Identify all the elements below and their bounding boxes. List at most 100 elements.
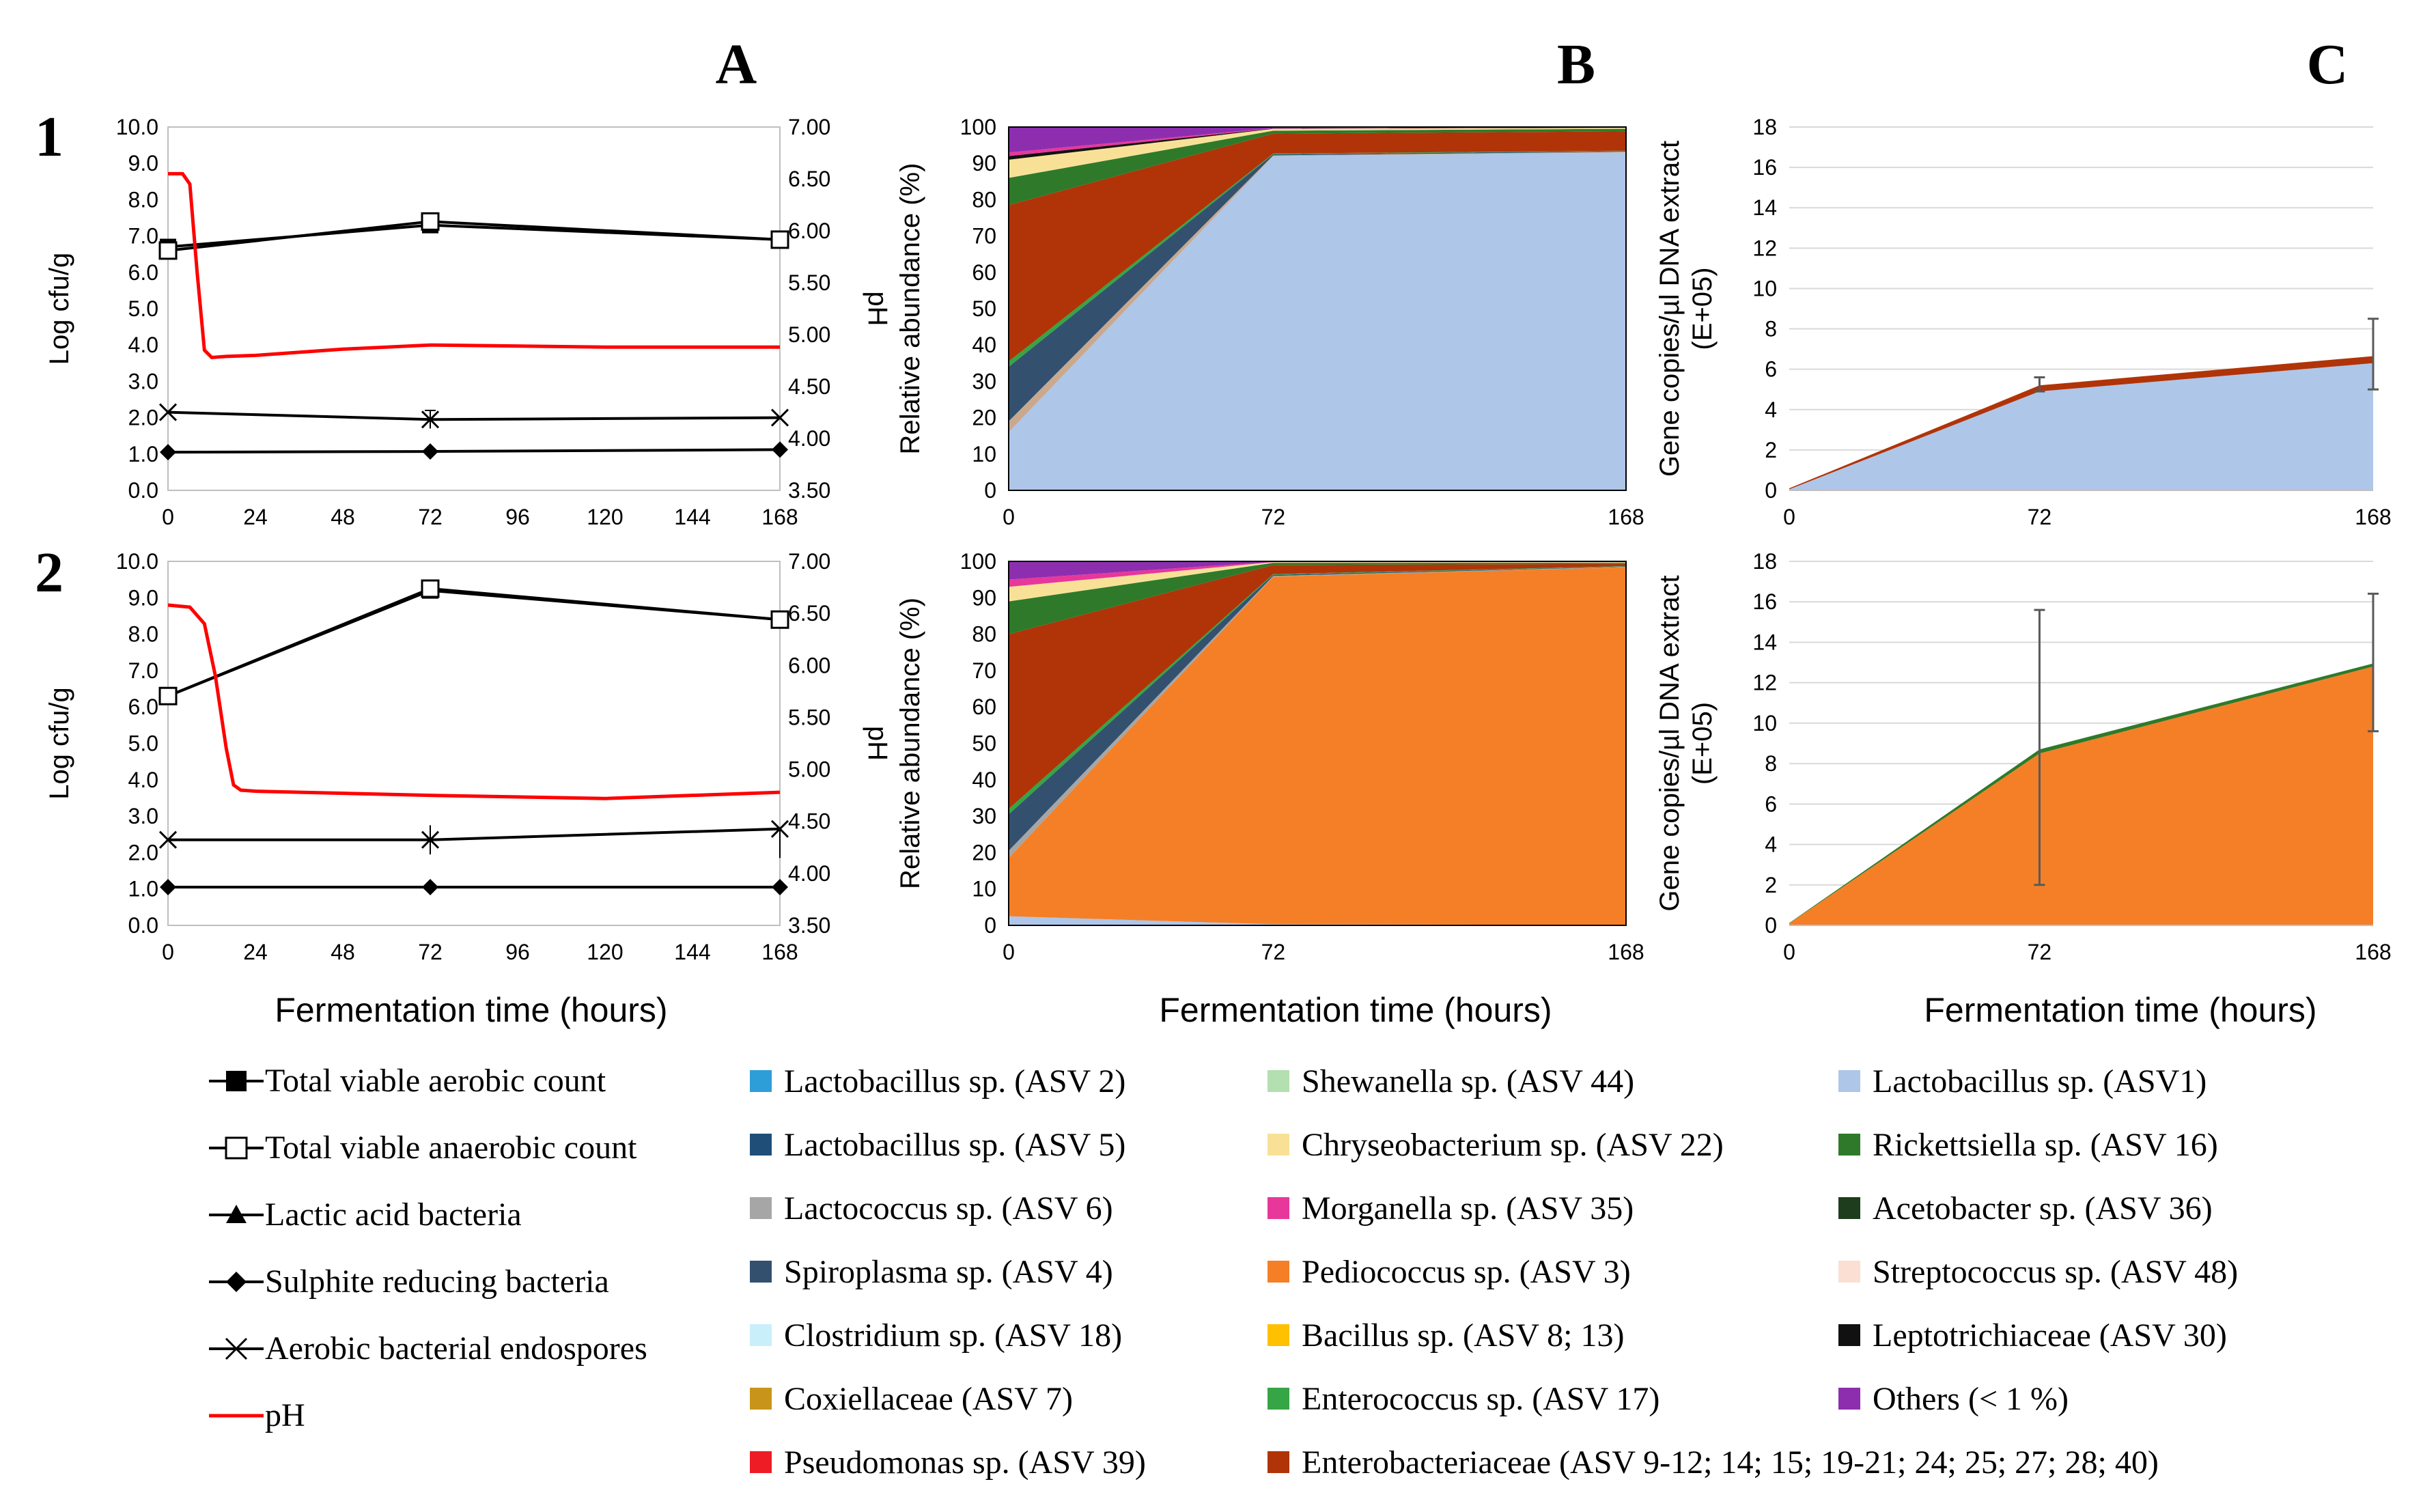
- legend-label: Coxiellaceae (ASV 7): [784, 1381, 1073, 1417]
- legend-item: Coxiellaceae (ASV 7): [750, 1381, 1073, 1417]
- error-bar: [2034, 608, 2045, 886]
- series-marker: [772, 441, 788, 458]
- legend-item: Sulphite reducing bacteria: [209, 1263, 609, 1300]
- area-band-6: [1009, 563, 1626, 634]
- legend-item: pH: [209, 1397, 305, 1433]
- x-axis-title-b: Fermentation time (hours): [1159, 991, 1552, 1029]
- y-tick-label: 10: [972, 442, 996, 466]
- row-number-2: 2: [35, 541, 64, 604]
- y-tick-label: 14: [1752, 195, 1777, 220]
- legend-label: Lactococcus sp. (ASV 6): [784, 1190, 1113, 1227]
- y-tick-label: 100: [960, 115, 996, 139]
- legend-swatch: [1267, 1261, 1289, 1283]
- line-chart-a2: 0.0 1.0 2.0 3.0 4.0 5.0 6.0 7.0 8.0 9.0 10.0 3.50 4.…: [44, 549, 893, 964]
- legend-swatch: [1267, 1324, 1289, 1346]
- legend-item: Lactobacillus sp. (ASV1): [1838, 1063, 2207, 1100]
- area-chart-b2: 0 10 20 30 40 50 60 70 80 90 100 0 72 168 Relative abu…: [895, 549, 1644, 964]
- legend-item: Streptococcus sp. (ASV 48): [1838, 1254, 2238, 1290]
- legend-label: Acetobacter sp. (ASV 36): [1873, 1190, 2213, 1227]
- x-tick-label: 0: [1003, 940, 1015, 964]
- series-marker: [770, 408, 789, 427]
- x-tick-label: 168: [2355, 505, 2391, 529]
- legend-item: Lactococcus sp. (ASV 6): [750, 1190, 1113, 1227]
- legend-swatch: [1838, 1197, 1860, 1219]
- y-tick-label: 9.0: [128, 151, 158, 176]
- area-band-2: [1009, 151, 1626, 421]
- y-axis-title: Gene copies/µl DNA extract: [1655, 141, 1685, 477]
- series-marker: [770, 610, 789, 629]
- legend-swatch: [750, 1197, 772, 1219]
- legend-label: Total viable anaerobic count: [265, 1130, 637, 1166]
- y2-tick-label: 7.00: [788, 115, 830, 139]
- y-tick-label: 8: [1765, 751, 1777, 776]
- y2-tick-label: 6.00: [788, 653, 830, 677]
- legend-swatch: [1267, 1134, 1289, 1156]
- y-tick-label: 2.0: [128, 840, 158, 865]
- y-tick-label: 50: [972, 731, 996, 756]
- legend-label: Pseudomonas sp. (ASV 39): [784, 1444, 1146, 1481]
- x-tick-label: 0: [1783, 505, 1795, 529]
- legend-marker: [225, 1136, 248, 1160]
- legend-swatch: [750, 1261, 772, 1283]
- y2-tick-label: 3.50: [788, 913, 830, 938]
- y-tick-label: 60: [972, 695, 996, 719]
- legend-item: Aerobic bacterial endospores: [209, 1330, 647, 1367]
- legend-item: Leptotrichiaceae (ASV 30): [1838, 1317, 2227, 1354]
- line-chart-a1: 0.0 1.0 2.0 3.0 4.0 5.0 6.0 7.0 8.0 9.0 10.0 3.50 4.…: [44, 115, 893, 529]
- series-marker: [158, 686, 178, 705]
- legend-label: Aerobic bacterial endospores: [265, 1330, 647, 1367]
- y-tick-label: 90: [972, 151, 996, 176]
- x-tick-label: 168: [761, 505, 798, 529]
- y-tick-label: 40: [972, 768, 996, 792]
- x-tick-label: 120: [587, 940, 623, 964]
- legend-label: Lactobacillus sp. (ASV1): [1873, 1063, 2207, 1100]
- legend-label: Others (< 1 %): [1873, 1381, 2069, 1417]
- y-tick-label: 8: [1765, 317, 1777, 341]
- y-tick-label: 10: [972, 877, 996, 901]
- area-band-7: [1009, 127, 1626, 160]
- x-axis-title-a: Fermentation time (hours): [275, 991, 667, 1029]
- legend-label: Chryseobacterium sp. (ASV 22): [1302, 1127, 1724, 1163]
- y2-tick-label: 5.50: [788, 705, 830, 729]
- legend-label: Enterococcus sp. (ASV 17): [1302, 1381, 1659, 1417]
- legends: Total viable aerobic count Total viable a…: [209, 1063, 2238, 1481]
- y-tick-label: 9.0: [128, 585, 158, 610]
- x-tick-label: 0: [162, 505, 174, 529]
- y-tick-label: 0.0: [128, 913, 158, 938]
- legend-label: Bacillus sp. (ASV 8; 13): [1302, 1317, 1624, 1354]
- y-tick-label: 1.0: [128, 442, 158, 466]
- y-tick-label: 80: [972, 622, 996, 647]
- legend-item: Enterococcus sp. (ASV 17): [1267, 1381, 1659, 1417]
- y2-tick-label: 6.00: [788, 219, 830, 243]
- legend-item: Total viable anaerobic count: [209, 1130, 637, 1166]
- y-tick-label: 1.0: [128, 877, 158, 901]
- x-tick-label: 168: [1608, 505, 1644, 529]
- area-band-0: [1009, 152, 1626, 491]
- y-axis-title: Gene copies/µl DNA extract: [1655, 575, 1685, 911]
- legend-item: Pediococcus sp. (ASV 3): [1267, 1254, 1631, 1290]
- y-tick-label: 20: [972, 406, 996, 430]
- legend-label: Shewanella sp. (ASV 44): [1302, 1063, 1634, 1100]
- legend-marker: [225, 1337, 248, 1360]
- legend-label: Rickettsiella sp. (ASV 16): [1873, 1127, 2218, 1163]
- x-tick-label: 144: [674, 940, 710, 964]
- ph-line: [168, 171, 780, 360]
- series-marker: [421, 212, 440, 231]
- legend-label: Morganella sp. (ASV 35): [1302, 1190, 1634, 1227]
- y-tick-label: 0: [984, 913, 996, 938]
- legend-swatch: [1838, 1261, 1860, 1283]
- x-tick-label: 168: [2355, 940, 2391, 964]
- y-tick-label: 60: [972, 260, 996, 285]
- y-tick-label: 12: [1752, 236, 1777, 260]
- legend-label: Lactic acid bacteria: [265, 1196, 522, 1233]
- y-tick-label: 7.0: [128, 224, 158, 249]
- y-tick-label: 4: [1765, 832, 1777, 857]
- y-tick-label: 90: [972, 585, 996, 610]
- legend-marker: [226, 1205, 247, 1223]
- legend-swatch: [750, 1070, 772, 1092]
- y-tick-label: 0.0: [128, 478, 158, 503]
- series-marker: [421, 579, 440, 598]
- legend-item: Bacillus sp. (ASV 8; 13): [1267, 1317, 1624, 1354]
- y-tick-label: 7.0: [128, 658, 158, 683]
